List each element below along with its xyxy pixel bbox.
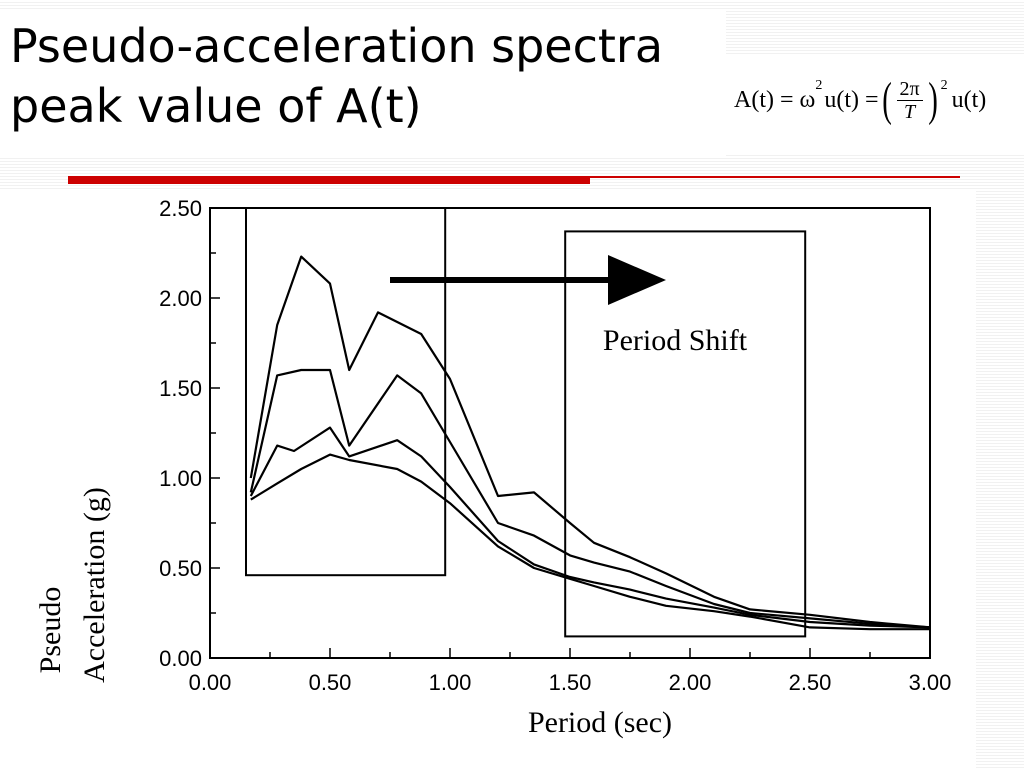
y-tick-label: 0.50 [159, 556, 202, 581]
y-tick-labels: 0.00 0.50 1.00 1.50 2.00 2.50 [159, 196, 202, 671]
period-shift-arrow [390, 255, 666, 305]
chart-panel: 0.00 0.50 1.00 1.50 2.00 2.50 3.00 0.00 0.50 1.0… [0, 190, 976, 768]
x-tick-label: 1.00 [429, 670, 472, 695]
plot-frame [209, 207, 931, 659]
x-tick-label: 3.00 [909, 670, 952, 695]
plot-frame-group [209, 207, 931, 659]
title-divider-thin [590, 176, 960, 178]
series-lines [249, 255, 931, 631]
formula-denominator: T [903, 100, 916, 123]
series-line-2 [249, 368, 931, 629]
slide-title-line1: Pseudo-acceleration spectra [10, 19, 664, 73]
x-axis-label: Period (sec) [528, 706, 672, 739]
y-tick-label: 2.00 [159, 286, 202, 311]
series-line-3 [249, 426, 931, 629]
x-tick-labels: 0.00 0.50 1.00 1.50 2.00 2.50 3.00 [189, 670, 952, 695]
y-axis-label-line2: Acceleration (g) [78, 487, 111, 683]
formula-omega-exponent: 2 [815, 78, 823, 93]
y-axis-label-line1: Pseudo [34, 587, 67, 674]
formula-right-paren: ) [927, 73, 938, 126]
x-tick-label: 2.00 [669, 670, 712, 695]
formula-fraction: 2π T [896, 78, 923, 123]
x-tick-label: 0.50 [309, 670, 352, 695]
formula-outer-exponent: 2 [940, 78, 948, 93]
formula-lhs: A(t) = ω [734, 86, 816, 113]
formula-mid: u(t) = [824, 86, 879, 113]
x-tick-label: 1.50 [549, 670, 592, 695]
formula-left-paren: ( [881, 73, 892, 126]
x-tick-label: 2.50 [789, 670, 832, 695]
y-tick-label: 0.00 [159, 646, 202, 671]
annotation-period-shift: Period Shift [603, 324, 748, 357]
arrow-head [608, 255, 666, 305]
y-tick-label: 2.50 [159, 196, 202, 221]
series-line-1 [249, 255, 931, 629]
formula-rhs: u(t) [951, 86, 987, 113]
title-divider-thick [68, 176, 590, 184]
formula-numerator: 2π [896, 78, 923, 101]
x-tick-label: 0.00 [189, 670, 232, 695]
y-tick-label: 1.00 [159, 466, 202, 491]
y-tick-label: 1.50 [159, 376, 202, 401]
highlight-box-1 [245, 207, 447, 577]
slide-title-line2: peak value of A(t) [10, 79, 422, 133]
pseudo-acceleration-chart: 0.00 0.50 1.00 1.50 2.00 2.50 3.00 0.00 0.50 1.0… [34, 196, 952, 739]
series-line-4 [250, 453, 930, 631]
slide-title-area: Pseudo-acceleration spectra peak value o… [0, 10, 726, 158]
highlight-box-2 [564, 230, 807, 638]
highlight-boxes [245, 207, 807, 638]
